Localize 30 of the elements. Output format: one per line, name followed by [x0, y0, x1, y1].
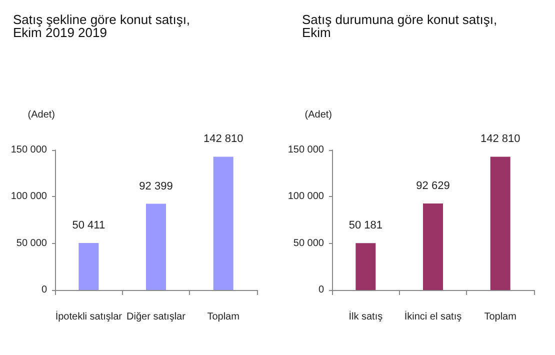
data-label: 50 411	[72, 219, 106, 232]
x-tick-label: Diğer satışlar	[126, 312, 186, 322]
x-tick-label: İkinci el satış	[404, 310, 462, 322]
bar	[423, 204, 443, 290]
y-tick-label: 100 000	[288, 191, 324, 202]
data-label: 142 810	[480, 133, 520, 146]
x-tick-label: İpotekli satışlar	[55, 310, 123, 322]
y-tick-label: 150 000	[10, 144, 48, 156]
data-label: 92 399	[139, 180, 173, 192]
y-tick-label: 50 000	[293, 238, 324, 249]
bar	[78, 242, 99, 290]
y-axis-title: (Adet)	[28, 110, 55, 120]
x-tick-label: Toplam	[484, 312, 516, 322]
bar	[356, 243, 376, 290]
y-tick-label: 0	[41, 284, 48, 296]
data-label: 142 810	[203, 133, 244, 146]
bar	[213, 156, 234, 290]
data-label: 92 629	[416, 180, 450, 192]
y-tick-label: 150 000	[288, 144, 324, 156]
chart-title: Satış şekline göre konut satışı, Ekim 2019 2019	[13, 12, 194, 40]
chart-title: Satış durumuna göre konut satışı, Ekim	[302, 12, 501, 40]
bar	[490, 156, 510, 290]
y-tick-label: 0	[318, 284, 324, 296]
y-tick-label: 100 000	[10, 191, 48, 202]
bar	[146, 204, 166, 290]
x-tick-label: Toplam	[207, 312, 240, 322]
y-axis-title: (Adet)	[304, 110, 332, 120]
y-tick-label: 50 000	[16, 238, 48, 249]
data-label: 50 181	[348, 220, 382, 232]
x-tick-label: İlk satış	[348, 310, 383, 322]
